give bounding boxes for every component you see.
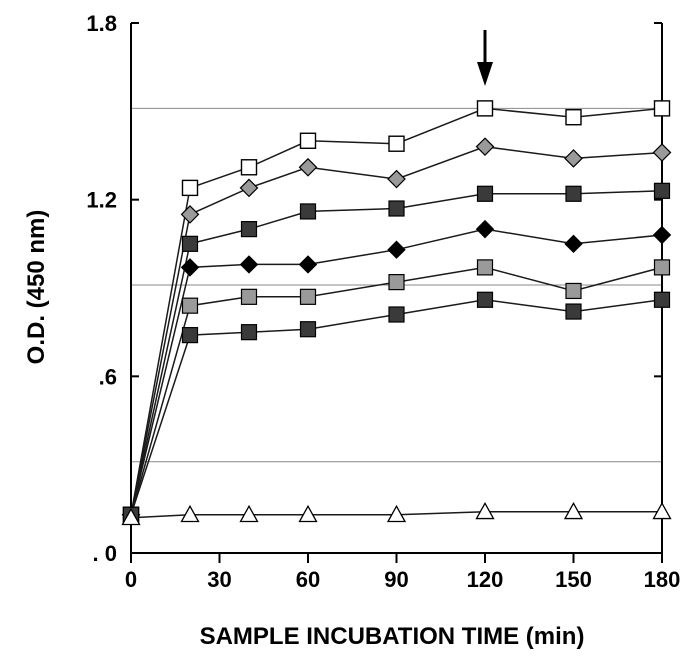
gray-diamond-point bbox=[298, 157, 318, 177]
black-diamond-point bbox=[564, 234, 583, 254]
black-diamond-point bbox=[652, 225, 672, 245]
black-diamond-point bbox=[180, 258, 200, 277]
y-tick-label: . 0 bbox=[93, 541, 117, 566]
dark-square-point bbox=[476, 291, 494, 308]
x-tick-label: 0 bbox=[125, 567, 137, 592]
series-line bbox=[130, 266, 663, 515]
open-triangle-point bbox=[652, 501, 672, 520]
x-tick-label: 90 bbox=[384, 567, 408, 592]
gray-diamond-point bbox=[564, 149, 583, 168]
open-triangle-point bbox=[386, 504, 407, 523]
black-diamond-point bbox=[387, 240, 406, 259]
dark-square-point bbox=[565, 185, 582, 202]
gray-square-point bbox=[388, 274, 405, 291]
dark-square-point bbox=[565, 303, 582, 320]
y-axis-title: O.D. (450 nm) bbox=[23, 210, 50, 365]
series-line bbox=[130, 107, 663, 515]
y-tick-label: .6 bbox=[99, 364, 117, 389]
black-diamond-point bbox=[475, 219, 495, 239]
dark-square-point bbox=[299, 203, 317, 220]
series-lines bbox=[130, 107, 663, 519]
gray-square-point bbox=[299, 288, 317, 305]
open-square-point bbox=[388, 135, 405, 152]
x-axis-title: SAMPLE INCUBATION TIME (min) bbox=[200, 623, 585, 650]
y-tick-label: 1.8 bbox=[86, 11, 117, 36]
series-line bbox=[130, 145, 663, 515]
dark-square-point bbox=[299, 321, 317, 338]
x-tick-label: 180 bbox=[644, 567, 681, 592]
x-tick-label: 150 bbox=[555, 567, 592, 592]
gray-square-point bbox=[476, 259, 494, 276]
gray-diamond-point bbox=[387, 169, 406, 189]
axes bbox=[130, 22, 663, 563]
open-square-point bbox=[181, 179, 199, 197]
gray-square-point bbox=[240, 288, 258, 305]
open-triangle-point bbox=[475, 501, 495, 520]
open-triangle-point bbox=[180, 504, 200, 523]
dark-square-point bbox=[388, 306, 405, 323]
open-square-point bbox=[476, 100, 494, 117]
series-line bbox=[130, 511, 662, 519]
gray-diamond-point bbox=[652, 143, 672, 162]
black-diamond-point bbox=[298, 255, 318, 274]
open-square-point bbox=[565, 109, 582, 126]
gray-square-point bbox=[181, 297, 199, 314]
open-square-point bbox=[299, 132, 317, 149]
open-triangle-point bbox=[563, 501, 584, 520]
dark-square-point bbox=[653, 291, 671, 308]
dark-square-point bbox=[181, 327, 199, 344]
annotations bbox=[477, 30, 493, 86]
open-triangle-point bbox=[121, 507, 141, 526]
series-line bbox=[130, 190, 663, 515]
dark-square-point bbox=[653, 182, 671, 199]
dark-square-point bbox=[240, 324, 258, 341]
black-diamond-point bbox=[239, 255, 259, 274]
series-markers bbox=[121, 100, 672, 526]
dark-square-point bbox=[388, 200, 405, 217]
arrow-head bbox=[477, 62, 493, 86]
open-triangle-point bbox=[239, 504, 259, 523]
open-triangle-point bbox=[298, 504, 318, 523]
gray-square-point bbox=[565, 282, 582, 300]
gray-square-point bbox=[653, 259, 671, 276]
gray-diamond-point bbox=[475, 137, 495, 157]
dark-square-point bbox=[181, 235, 199, 252]
gray-diamond-point bbox=[239, 178, 259, 198]
x-tick-label: 30 bbox=[207, 567, 231, 592]
gray-diamond-point bbox=[180, 205, 200, 224]
series-line bbox=[130, 299, 663, 515]
open-square-point bbox=[240, 159, 258, 176]
tick-labels: . 0 .6 1.2 1.8 0 30 60 90 120 150 180 bbox=[86, 11, 680, 592]
dark-square-point bbox=[476, 185, 494, 202]
open-square-point bbox=[653, 100, 671, 117]
series-line bbox=[130, 228, 663, 515]
y-tick-label: 1.2 bbox=[86, 188, 117, 213]
dark-square-point bbox=[240, 221, 258, 238]
x-tick-label: 60 bbox=[296, 567, 320, 592]
x-tick-label: 120 bbox=[467, 567, 504, 592]
